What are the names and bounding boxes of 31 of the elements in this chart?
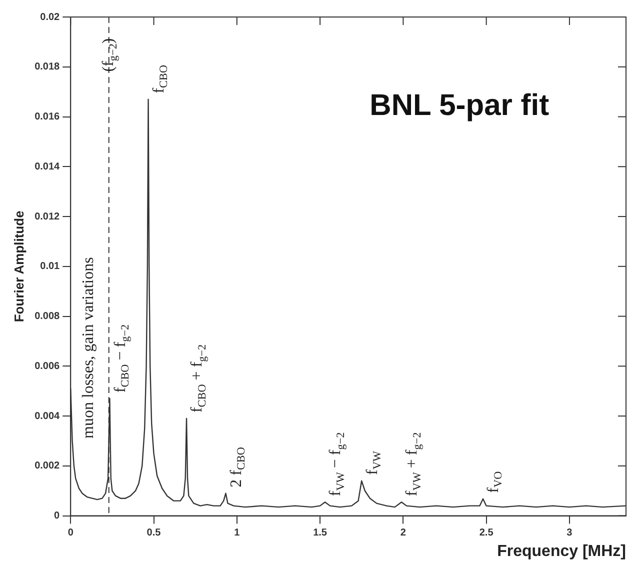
y-tick-label: 0.02: [40, 12, 60, 23]
y-tick-label: 0.014: [34, 161, 60, 172]
annotation: fCBO − fg−2: [112, 324, 132, 393]
annotation: fVW: [364, 450, 384, 475]
ref-line-label: (fg−2): [100, 38, 120, 72]
y-tick-label: 0: [54, 510, 60, 522]
x-axis-title: Frequency [MHz]: [497, 542, 626, 560]
annotation: fVW − fg−2: [327, 432, 347, 496]
x-tick-label: 2: [400, 528, 406, 539]
y-tick-label: 0.018: [34, 62, 60, 73]
y-tick-label: 0.004: [34, 410, 60, 422]
y-axis-title: Fourier Amplitude: [11, 210, 26, 322]
x-tick-label: 0: [68, 528, 74, 539]
annotation: fCBO: [150, 64, 170, 94]
annotation: 2 fCBO: [228, 447, 248, 488]
x-tick-label: 3: [566, 528, 573, 539]
y-tick-label: 0.008: [34, 311, 60, 322]
annotation: fVO: [485, 471, 505, 493]
x-tick-label: 1.5: [313, 528, 328, 539]
y-tick-label: 0.002: [34, 460, 60, 472]
y-tick-label: 0.006: [34, 360, 60, 372]
y-tick-label: 0.016: [34, 112, 60, 123]
annotation: fCBO + fg−2: [188, 344, 208, 413]
text: BNL 5-par fit: [370, 89, 550, 122]
x-tick-label: 0.5: [146, 528, 162, 539]
x-tick-label: 2.5: [479, 528, 494, 539]
annotation: fVW + fg−2: [404, 432, 424, 496]
y-tick-label: 0.012: [34, 211, 60, 222]
annotation: muon losses, gain variations: [80, 257, 97, 438]
y-tick-label: 0.01: [40, 261, 60, 272]
x-tick-label: 1: [234, 528, 240, 539]
